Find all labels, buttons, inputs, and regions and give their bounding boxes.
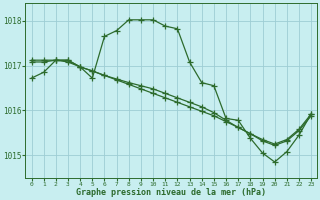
X-axis label: Graphe pression niveau de la mer (hPa): Graphe pression niveau de la mer (hPa)	[76, 188, 266, 197]
